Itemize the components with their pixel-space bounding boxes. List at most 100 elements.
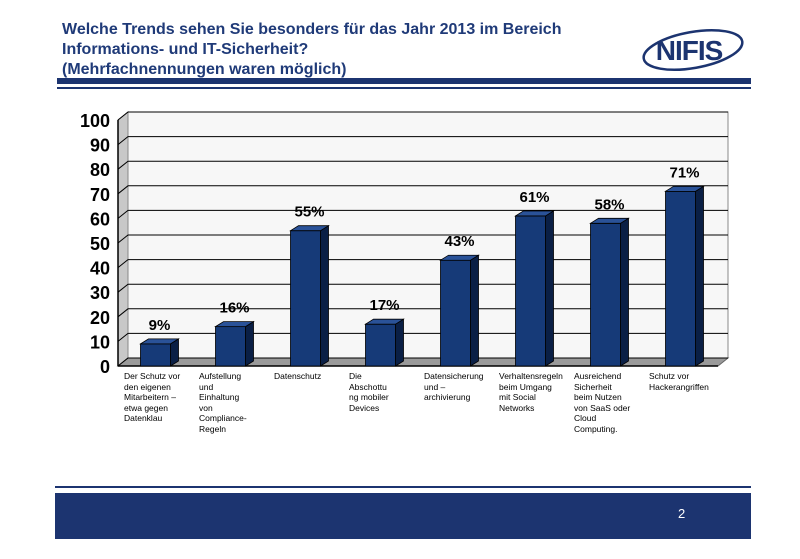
category-label-line: Ausreichend [574,371,622,381]
category-label-line: und [199,381,214,392]
logo-swoosh [642,29,744,71]
y-tick-label: 10 [90,332,110,352]
gridline [117,136,728,145]
bar-side [620,217,629,367]
header-rule-thick [57,78,751,84]
data-label: 16% [219,300,249,317]
category-label: Die Abschottu ng mobiler Devices [349,371,423,413]
title-line-1: Welche Trends sehen Sie besonders für da… [62,21,562,38]
gridline [117,160,728,170]
bar-side [320,224,329,367]
category-label-line: den eigenen [124,381,171,392]
bar-side [245,320,254,367]
bar [590,222,621,367]
category-label-line: von [199,402,213,413]
y-tick-label: 60 [90,209,110,229]
category-label-line: mit Social [499,392,536,402]
category-label-line: Die [349,371,362,381]
category-label: Ausreichend Sicherheit beim Nutzen von SaaS… [574,371,648,434]
category-label-line: etwa gegen [124,402,168,413]
y-tick-label: 0 [100,357,110,377]
category-label: Verhaltensregeln beim Umgang mit Social Net… [499,371,573,413]
gridline [117,185,728,195]
bar-side [395,318,404,367]
header-rule-thin [57,87,751,89]
nifis-logo: NIFIS [642,29,744,71]
category-label-line: beim Nutzen [574,392,622,402]
bar-top [139,338,180,345]
footer-rule-thin [55,486,751,488]
category-label-line: Abschottu [349,381,387,392]
footer-band [55,493,751,539]
category-label-line: Compliance- [199,413,247,423]
category-label-line: Datenklau [124,413,163,423]
title-line-2: Informations- und IT-Sicherheit? [62,41,309,58]
category-label-line: Sicherheit [574,381,612,392]
category-label-line: Schutz vor [649,371,690,381]
bar [665,190,696,367]
category-label-line: Datensicherung [424,371,484,381]
bar [515,215,546,367]
bar-top [439,254,480,261]
bar [215,326,246,367]
title-line-3: (Mehrfachnennungen waren möglich) [62,61,347,78]
bar [365,323,396,367]
category-label: Schutz vor Hackerangriffen [649,371,723,392]
logo-text: NIFIS [656,35,723,66]
data-label: 17% [369,297,399,314]
plot-floor [116,357,730,367]
data-label: 71% [669,164,699,181]
category-label-line: Cloud [574,413,597,423]
data-label: 55% [294,204,324,221]
category-label: Aufstellung und Einhaltung von Compliance- Re… [199,371,273,434]
y-tick-label: 40 [90,259,110,279]
category-label: Der Schutz vor den eigenen Mitarbeitern – e… [124,371,198,424]
category-label-line: Der Schutz vor [124,371,181,381]
category-label-line: Einhaltung [199,392,240,402]
data-label: 61% [519,189,549,206]
category-label-line: Devices [349,402,380,413]
y-tick-label: 20 [90,308,110,328]
page-number: 2 [678,506,686,521]
y-tick-label: 80 [90,160,110,180]
category-label-line: Verhaltensregeln [499,371,563,381]
y-tick-label: 30 [90,283,110,303]
category-label: Datensicherung und – archivierung [424,371,498,403]
gridline [117,111,728,121]
gridline [117,209,728,219]
category-label-line: beim Umgang [499,381,552,392]
category-label-line: Networks [499,402,535,413]
category-label-line: Regeln [199,423,226,434]
y-tick-label: 100 [80,111,110,131]
category-label-line: Hackerangriffen [649,381,709,392]
data-label: 43% [444,233,474,250]
y-tick-label: 90 [90,136,110,156]
category-label-line: Aufstellung [199,371,242,381]
bar-top [589,217,630,224]
bar-side [695,185,704,367]
category-label-line: und – [424,381,446,392]
category-label-line: ng mobiler [349,392,389,402]
category-label-line: Mitarbeitern – [124,392,176,402]
data-label: 58% [594,196,624,213]
bar-top [289,225,330,232]
category-label-line: von SaaS oder [574,402,631,413]
bar [440,259,471,367]
category-label: Datenschutz [274,371,348,382]
bar [140,343,171,367]
bar-top [664,185,705,192]
bar-side [545,210,554,367]
y-tick-label: 50 [90,234,110,254]
data-label: 9% [149,317,171,334]
bar [290,230,321,367]
category-label-line: archivierung [424,392,471,402]
category-label-line: Datenschutz [274,371,322,381]
bar-top [364,318,405,325]
bar-side [470,254,479,367]
bar-top [214,321,255,328]
y-tick-label: 70 [90,185,110,205]
category-label-line: Computing. [574,423,618,434]
bar-top [514,210,555,217]
